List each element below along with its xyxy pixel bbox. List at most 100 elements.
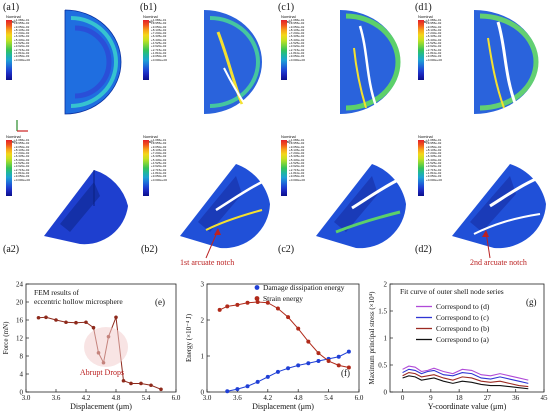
colorbar-tick-label: +3.620e-02 bbox=[151, 44, 167, 49]
colorbar-tick-label: +0.000e+00 bbox=[14, 57, 31, 62]
y-tick-label: 2 bbox=[201, 317, 205, 325]
x-axis-label: Displacement (μm) bbox=[252, 402, 314, 411]
colorbar-tick-label: +1.086e-01 bbox=[14, 18, 30, 22]
colorbar-tick-label: +8.145e-02 bbox=[14, 147, 30, 152]
data-point bbox=[225, 389, 230, 394]
colorbar-tick-label: +6.335e-02 bbox=[426, 34, 442, 39]
panel-label-g: (g) bbox=[526, 297, 537, 307]
colorbar-ticks: +1.086e-01 +9.955e-02 +9.050e-02 +8.145e-02… bbox=[426, 138, 442, 182]
colorbar-tick-label: +7.240e-02 bbox=[289, 31, 305, 36]
colorbar-ticks: +1.086e-01 +9.955e-02 +9.050e-02 +8.145e-02… bbox=[289, 18, 306, 62]
data-point bbox=[316, 359, 321, 364]
y-tick-label: 0 bbox=[201, 389, 205, 397]
annotation-abrupt-drops: Abrupt Drops bbox=[80, 368, 124, 377]
colorbar-scale bbox=[143, 20, 149, 80]
series-line bbox=[402, 368, 529, 384]
chart-title-line1: FEM results of bbox=[34, 288, 80, 297]
colorbar-tick-label: +3.620e-02 bbox=[289, 164, 305, 169]
y-axis-label: Maximum principal stress (×10⁴) bbox=[368, 291, 376, 385]
colorbar-tick-label: +3.620e-02 bbox=[289, 44, 305, 49]
colorbar-tick-label: +9.050e-02 bbox=[426, 144, 442, 149]
series-line bbox=[402, 371, 529, 388]
colorbar-tick-label: +1.086e-01 bbox=[151, 18, 167, 22]
data-point bbox=[121, 378, 126, 383]
colorbar-tick-label: +8.145e-02 bbox=[289, 27, 305, 32]
contour-c2-shape bbox=[316, 164, 406, 249]
y-tick-label: 3 bbox=[201, 281, 205, 289]
colorbar-tick-label: +7.240e-02 bbox=[426, 151, 442, 156]
colorbar-tick-label: +4.525e-02 bbox=[151, 41, 167, 46]
colorbar-tick-label: +1.810e-02 bbox=[426, 170, 442, 175]
data-point bbox=[245, 384, 250, 389]
colorbar-tick-label: +4.525e-02 bbox=[289, 41, 305, 46]
colorbar-tick-label: +0.000e+00 bbox=[151, 57, 168, 62]
colorbar-tick-label: +7.240e-02 bbox=[151, 151, 167, 156]
x-tick-label: 18 bbox=[456, 394, 464, 402]
panel-label-f: (f) bbox=[341, 368, 350, 378]
colorbar-tick-label: +4.525e-02 bbox=[426, 161, 442, 166]
y-tick-label: 4 bbox=[20, 371, 24, 379]
colorbar-tick-label: +2.715e-02 bbox=[426, 47, 442, 52]
y-tick-label: 8 bbox=[20, 353, 24, 361]
colorbar-ticks: +1.086e-01 +9.955e-02 +9.050e-02 +8.145e-02… bbox=[14, 138, 31, 182]
legend-marker bbox=[254, 296, 260, 301]
colorbar-tick-label: +1.086e-01 bbox=[426, 138, 442, 142]
colorbar-tick-label: +9.955e-02 bbox=[14, 141, 30, 146]
colorbar-tick-label: +8.145e-02 bbox=[289, 147, 305, 152]
colorbar-tick-label: +7.240e-02 bbox=[426, 31, 442, 36]
y-tick-label: 20 bbox=[16, 299, 24, 307]
colorbar-tick-label: +1.810e-02 bbox=[151, 50, 167, 55]
colorbar-tick-label: +6.335e-02 bbox=[289, 34, 305, 39]
x-axis-label: Displacement (μm) bbox=[70, 402, 132, 411]
colorbar-tick-label: +0.000e+00 bbox=[289, 57, 306, 62]
x-tick-label: 3.6 bbox=[233, 394, 242, 402]
series-line bbox=[402, 365, 529, 381]
data-point bbox=[114, 315, 118, 320]
x-tick-label: 3.0 bbox=[203, 394, 212, 402]
x-tick-label: 6.0 bbox=[355, 394, 364, 402]
x-tick-label: 3.6 bbox=[52, 394, 61, 402]
data-point bbox=[245, 300, 250, 305]
colorbar-tick-label: +9.955e-02 bbox=[289, 21, 305, 26]
legend-label: Correspond to (d) bbox=[436, 302, 490, 311]
colorbar-tick-label: +7.240e-02 bbox=[14, 151, 30, 156]
y-tick-label: 2 bbox=[384, 281, 388, 289]
data-point bbox=[129, 381, 133, 386]
data-point bbox=[336, 363, 341, 368]
colorbar-tick-label: +0.000e+00 bbox=[14, 177, 31, 182]
annotation-1st-notch: 1st arcuate notch bbox=[180, 258, 235, 267]
colorbar-scale bbox=[281, 140, 287, 196]
colorbar-tick-label: +5.430e-02 bbox=[14, 37, 30, 42]
x-tick-label: 36 bbox=[512, 394, 520, 402]
colorbar-tick-label: +9.955e-02 bbox=[151, 21, 167, 26]
colorbar-tick-label: +9.050e-02 bbox=[289, 24, 305, 29]
contour-c1-shape bbox=[340, 10, 401, 114]
panel-label-a1: (a1) bbox=[3, 2, 20, 13]
panel-label-e: (e) bbox=[155, 297, 165, 307]
y-axis-label: Force (mN) bbox=[2, 321, 10, 355]
legend-label: Correspond to (c) bbox=[436, 313, 489, 322]
colorbar-tick-label: +1.810e-02 bbox=[426, 50, 442, 55]
legend-label: Correspond to (a) bbox=[436, 335, 489, 344]
data-point bbox=[139, 381, 143, 386]
data-point bbox=[306, 339, 311, 344]
colorbar-tick-label: +9.050e-02 bbox=[426, 24, 442, 29]
colorbar-tick-label: +1.086e-01 bbox=[289, 138, 305, 142]
x-tick-label: 4.8 bbox=[112, 394, 121, 402]
colorbar-tick-label: +6.335e-02 bbox=[14, 154, 30, 159]
colorbar-tick-label: +9.050e-02 bbox=[14, 24, 30, 29]
colorbar-tick-label: +8.145e-02 bbox=[14, 27, 30, 32]
data-point bbox=[316, 351, 321, 356]
data-point bbox=[255, 300, 260, 304]
annotation-1st-notch-arrow bbox=[205, 228, 221, 259]
colorbar-tick-label: +2.715e-02 bbox=[289, 47, 305, 52]
colorbar-tick-label: +3.620e-02 bbox=[14, 164, 30, 169]
colorbar-tick-label: +9.050e-03 bbox=[14, 174, 30, 179]
colorbar-tick-label: +0.000e+00 bbox=[289, 177, 306, 182]
data-point bbox=[159, 387, 163, 392]
colorbar-tick-label: +3.620e-02 bbox=[426, 164, 442, 169]
colorbar-tick-label: +3.620e-02 bbox=[151, 164, 167, 169]
data-point bbox=[54, 318, 58, 322]
colorbar-tick-label: +1.810e-02 bbox=[14, 170, 30, 175]
colorbar-tick-label: +9.050e-03 bbox=[14, 54, 30, 59]
